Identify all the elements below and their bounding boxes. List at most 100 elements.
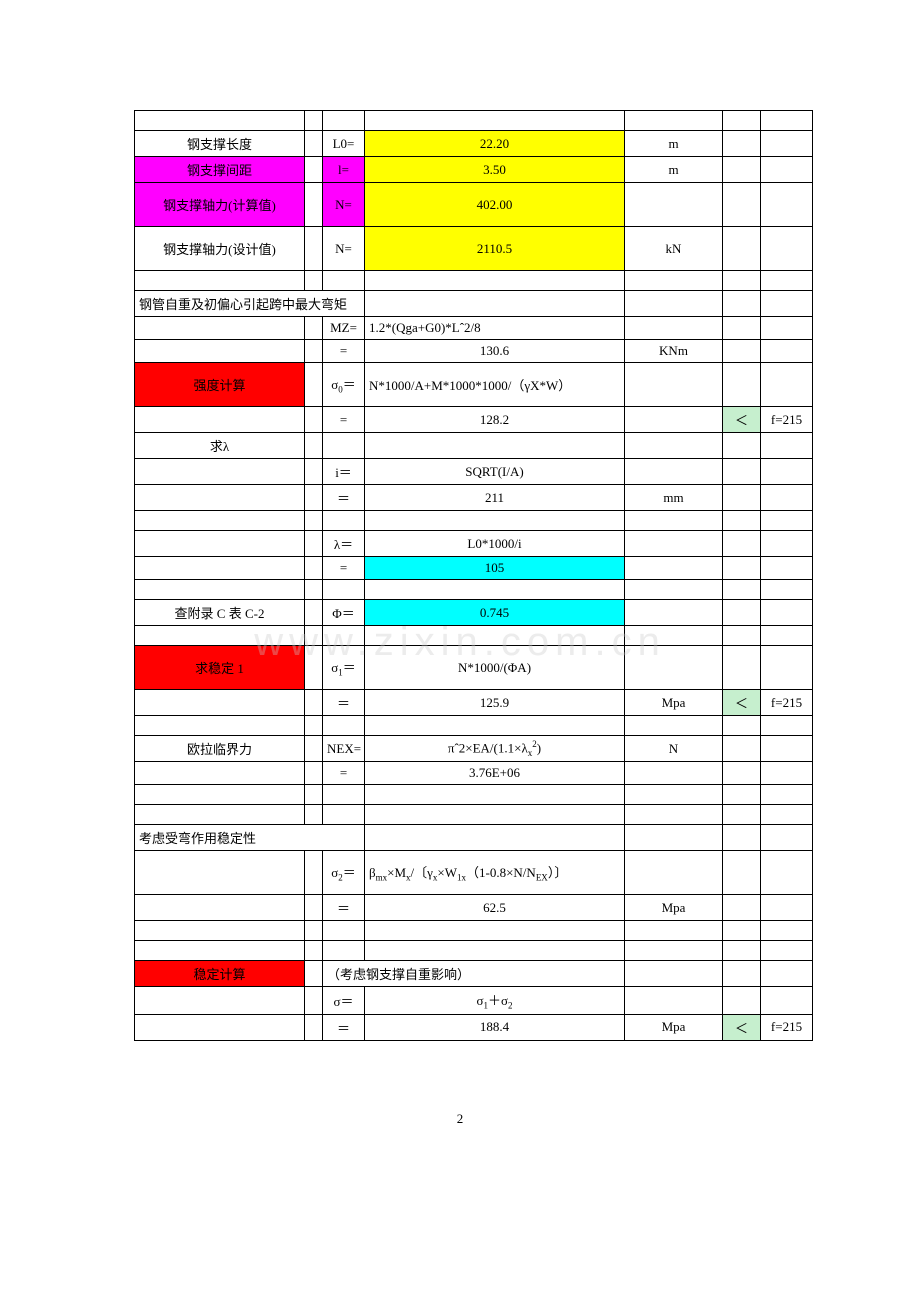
cell: πˆ2×EA/(1.1×λx2) — [365, 736, 625, 762]
table-row: 查附录 C 表 C-2Φ＝0.745 — [135, 600, 813, 626]
cell — [723, 805, 761, 825]
cell — [305, 690, 323, 716]
cell — [625, 557, 723, 580]
cell — [365, 511, 625, 531]
cell: m — [625, 157, 723, 183]
section-header: 考虑受弯作用稳定性 — [135, 825, 365, 851]
cell — [723, 736, 761, 762]
cell — [625, 716, 723, 736]
cell — [305, 111, 323, 131]
cell — [625, 531, 723, 557]
cell — [723, 785, 761, 805]
cell — [723, 363, 761, 407]
cell — [625, 271, 723, 291]
cell — [625, 762, 723, 785]
cell — [135, 626, 305, 646]
cell — [305, 805, 323, 825]
cell: 125.9 — [365, 690, 625, 716]
cell — [761, 363, 813, 407]
cell — [723, 459, 761, 485]
cell — [625, 785, 723, 805]
cell — [305, 961, 323, 987]
cell — [305, 580, 323, 600]
cell — [323, 111, 365, 131]
cell — [305, 227, 323, 271]
cell — [365, 941, 625, 961]
cell — [365, 111, 625, 131]
cell — [305, 646, 323, 690]
cell: βmx×Mx/〔γx×W1x（1-0.8×N/NEX）〕 — [365, 851, 625, 895]
cell — [723, 580, 761, 600]
page-container: 钢支撑长度L0=22.20m钢支撑间距l=3.50m钢支撑轴力(计算值)N=40… — [0, 0, 920, 1041]
cell — [625, 851, 723, 895]
table-row: 钢支撑长度L0=22.20m — [135, 131, 813, 157]
cell — [723, 131, 761, 157]
cell: NEX= — [323, 736, 365, 762]
table-row: =105 — [135, 557, 813, 580]
table-row — [135, 785, 813, 805]
cell — [625, 183, 723, 227]
cell — [135, 317, 305, 340]
cell — [305, 785, 323, 805]
cell: L0= — [323, 131, 365, 157]
cell — [625, 825, 723, 851]
cell: 求λ — [135, 433, 305, 459]
table-row: λ＝L0*1000/i — [135, 531, 813, 557]
cell — [135, 511, 305, 531]
cell — [723, 987, 761, 1015]
table-row: 稳定计算（考虑钢支撑自重影响） — [135, 961, 813, 987]
cell — [365, 580, 625, 600]
table-row: 钢支撑间距l=3.50m — [135, 157, 813, 183]
cell — [761, 131, 813, 157]
cell — [723, 111, 761, 131]
table-row — [135, 271, 813, 291]
cell — [305, 271, 323, 291]
table-row — [135, 511, 813, 531]
table-row: 考虑受弯作用稳定性 — [135, 825, 813, 851]
table-row: σ2＝βmx×Mx/〔γx×W1x（1-0.8×N/NEX）〕 — [135, 851, 813, 895]
cell — [135, 271, 305, 291]
cell — [323, 580, 365, 600]
cell — [305, 317, 323, 340]
cell — [761, 485, 813, 511]
cell — [761, 716, 813, 736]
cell — [723, 271, 761, 291]
cell — [135, 921, 305, 941]
cell — [323, 716, 365, 736]
cell — [305, 459, 323, 485]
cell — [305, 716, 323, 736]
cell — [761, 580, 813, 600]
section-header: 钢管自重及初偏心引起跨中最大弯矩 — [135, 291, 365, 317]
cell — [305, 511, 323, 531]
table-row: 钢管自重及初偏心引起跨中最大弯矩 — [135, 291, 813, 317]
cell: σ0＝ — [323, 363, 365, 407]
cell — [305, 131, 323, 157]
cell — [723, 825, 761, 851]
cell: （考虑钢支撑自重影响） — [323, 961, 625, 987]
table-row — [135, 111, 813, 131]
cell — [365, 921, 625, 941]
cell: λ＝ — [323, 531, 365, 557]
cell: m — [625, 131, 723, 157]
cell — [323, 433, 365, 459]
cell — [625, 433, 723, 459]
cell: KNm — [625, 340, 723, 363]
table-row: i＝SQRT(I/A) — [135, 459, 813, 485]
cell: 3.76E+06 — [365, 762, 625, 785]
cell — [365, 805, 625, 825]
cell — [723, 646, 761, 690]
cell: f=215 — [761, 690, 813, 716]
cell: 钢支撑长度 — [135, 131, 305, 157]
table-row: 强度计算σ0＝N*1000/A+M*1000*1000/（γX*W） — [135, 363, 813, 407]
cell — [761, 291, 813, 317]
cell: σ＝ — [323, 987, 365, 1015]
cell — [625, 363, 723, 407]
cell — [135, 895, 305, 921]
cell: l= — [323, 157, 365, 183]
cell — [723, 762, 761, 785]
cell — [135, 1014, 305, 1040]
cell — [761, 736, 813, 762]
cell: ＜ — [723, 690, 761, 716]
cell — [625, 580, 723, 600]
page-number: 2 — [0, 1041, 920, 1127]
